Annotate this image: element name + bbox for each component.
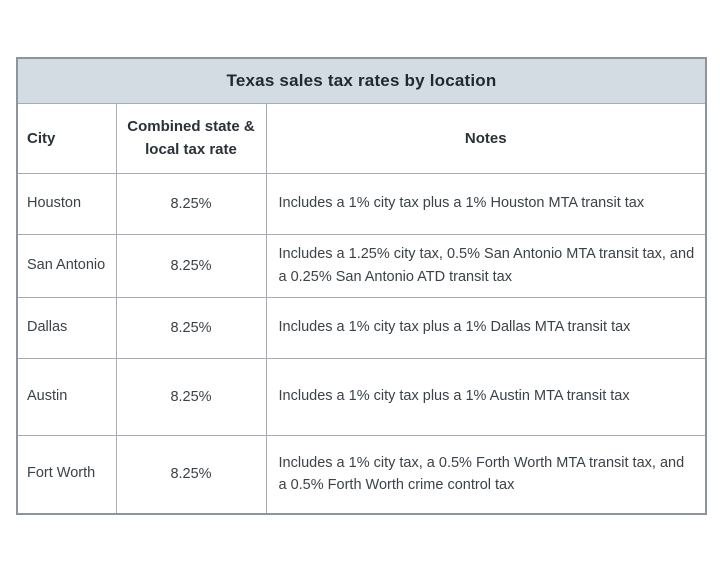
table-title-row: Texas sales tax rates by location (16, 57, 707, 104)
notes-cell: Includes a 1% city tax plus a 1% Houston… (265, 172, 707, 235)
header-city: City (16, 102, 117, 174)
table-row: Dallas 8.25% Includes a 1% city tax plus… (16, 296, 707, 359)
city-cell: Houston (16, 172, 117, 235)
rate-cell: 8.25% (115, 434, 267, 515)
table-row: Fort Worth 8.25% Includes a 1% city tax,… (16, 434, 707, 515)
notes-cell: Includes a 1.25% city tax, 0.5% San Anto… (265, 233, 707, 298)
header-rate: Combined state & local tax rate (115, 102, 267, 174)
city-cell: Fort Worth (16, 434, 117, 515)
notes-cell: Includes a 1% city tax plus a 1% Dallas … (265, 296, 707, 359)
rate-cell: 8.25% (115, 357, 267, 436)
rate-cell: 8.25% (115, 172, 267, 235)
city-cell: Dallas (16, 296, 117, 359)
table-title: Texas sales tax rates by location (16, 57, 707, 104)
rate-cell: 8.25% (115, 233, 267, 298)
rate-cell: 8.25% (115, 296, 267, 359)
table-row: Houston 8.25% Includes a 1% city tax plu… (16, 172, 707, 235)
table-row: Austin 8.25% Includes a 1% city tax plus… (16, 357, 707, 436)
city-cell: San Antonio (16, 233, 117, 298)
notes-cell: Includes a 1% city tax plus a 1% Austin … (265, 357, 707, 436)
table-header-row: City Combined state & local tax rate Not… (16, 102, 707, 174)
tax-table: Texas sales tax rates by location City C… (16, 57, 708, 515)
notes-cell: Includes a 1% city tax, a 0.5% Forth Wor… (265, 434, 707, 515)
header-notes: Notes (265, 102, 707, 174)
table-row: San Antonio 8.25% Includes a 1.25% city … (16, 233, 707, 298)
city-cell: Austin (16, 357, 117, 436)
